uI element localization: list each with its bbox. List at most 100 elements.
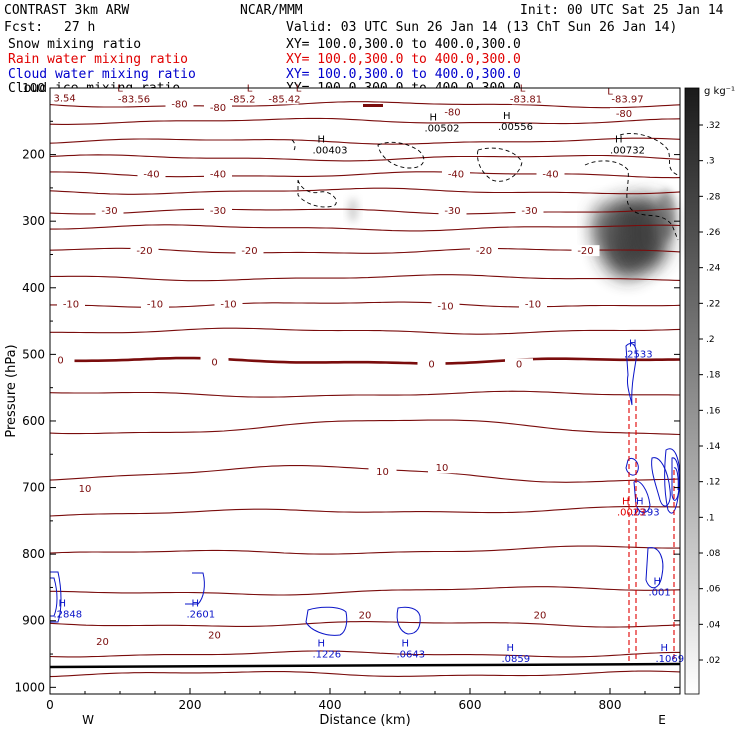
ice-max-h-marker: H bbox=[615, 134, 623, 145]
colorbar-tick-label: .28 bbox=[706, 192, 721, 202]
isotherm-label-bg bbox=[228, 93, 257, 105]
isotherm-line bbox=[50, 224, 681, 232]
isotherm-label-bg bbox=[88, 636, 117, 648]
colorbar-tick-label: .02 bbox=[706, 656, 720, 666]
colorbar-tick-label: .22 bbox=[706, 299, 720, 309]
isotherm-label: -30 bbox=[444, 206, 460, 217]
cloud-water-max-h-marker: H bbox=[402, 638, 410, 649]
isotherm-label: -30 bbox=[101, 206, 117, 217]
plot-area: -83.56 -85.2 -85.42 -83.81 -83.97 -80 -80 -80 -8… bbox=[46, 83, 685, 695]
isotherm-label-bg bbox=[200, 356, 229, 368]
y-axis-title: Pressure (hPa) bbox=[4, 344, 19, 437]
field-list: Snow mixing ratio XY= 100.0,300.0 to 400… bbox=[8, 37, 521, 96]
isotherm-label: -20 bbox=[241, 246, 257, 257]
isotherm-label-bg bbox=[428, 462, 456, 474]
isotherm-label: -83.56 bbox=[118, 94, 150, 105]
isotherm-label-bg bbox=[613, 93, 642, 105]
header-title: CONTRAST 3km ARW bbox=[4, 3, 129, 18]
field-name-snow: Snow mixing ratio bbox=[8, 37, 141, 52]
colorbar-tick-label: .2 bbox=[706, 335, 715, 345]
cloud-water-max-h-marker: H bbox=[661, 643, 669, 654]
isotherm-label: -30 bbox=[521, 206, 537, 217]
isotherm-label: 0 bbox=[428, 359, 434, 370]
isotherm-label: -10 bbox=[63, 299, 79, 310]
isotherm-line bbox=[49, 390, 681, 398]
isotherm-label: -30 bbox=[210, 206, 226, 217]
header-org: NCAR/MMM bbox=[240, 3, 303, 18]
isotherm-label: -80 bbox=[616, 109, 632, 120]
cw-contour bbox=[305, 606, 348, 636]
isotherm-label: -10 bbox=[147, 299, 163, 310]
isotherm-label-bg bbox=[137, 168, 166, 180]
isotherm-label: 20 bbox=[359, 610, 372, 621]
ice-contour bbox=[584, 160, 679, 241]
isotherm-label: -10 bbox=[437, 301, 453, 312]
rain-max-value: .0023 bbox=[617, 508, 646, 519]
isotherm-label: -10 bbox=[220, 299, 236, 310]
cloud-water-max-value: .0643 bbox=[397, 649, 426, 660]
isotherm-label: -40 bbox=[210, 170, 226, 181]
colorbar-tick-label: .26 bbox=[706, 228, 721, 238]
isotherm-label-bg bbox=[417, 358, 446, 370]
y-tick-label: 900 bbox=[22, 614, 45, 628]
isotherm-line bbox=[49, 208, 681, 215]
y-tick-label: 300 bbox=[22, 214, 45, 228]
temperature-contour-labels: -83.56 -85.2 -85.42 -83.81 -83.97 -80 -80 -80 -8… bbox=[46, 83, 644, 648]
cw-contour bbox=[664, 448, 681, 514]
surface-line bbox=[49, 662, 681, 669]
cloud-ice-contours bbox=[291, 133, 679, 241]
isotherm-label-bg bbox=[214, 298, 243, 310]
snow-shading bbox=[348, 190, 676, 278]
isotherm-label-bg bbox=[235, 245, 264, 257]
ice-contour bbox=[377, 141, 425, 169]
x-tick-label: 600 bbox=[459, 698, 482, 712]
isotherm-line bbox=[49, 545, 680, 555]
colorbar-tick-label: .1 bbox=[706, 513, 715, 523]
x-tick-label: 400 bbox=[319, 698, 342, 712]
isotherm-label: -20 bbox=[577, 246, 593, 257]
isotherm-label: 0 bbox=[516, 359, 522, 370]
isotherm-label-bg bbox=[571, 245, 600, 257]
cloud-water-max-h-marker: H bbox=[318, 638, 326, 649]
isotherm-label: -85.2 bbox=[230, 94, 256, 105]
west-endpoint: W bbox=[82, 713, 94, 727]
x-tick-label: 200 bbox=[179, 698, 202, 712]
isotherm-label-bg bbox=[536, 168, 565, 180]
cw-contour bbox=[673, 467, 679, 491]
isotherm-label: 20 bbox=[96, 637, 109, 648]
cw-contour bbox=[625, 343, 637, 406]
isotherm-line bbox=[49, 650, 680, 658]
isotherm-label: -80 bbox=[444, 108, 460, 119]
colorbar-tick-label: .12 bbox=[706, 478, 720, 488]
low-marker: L bbox=[247, 83, 253, 94]
isotherm-label: 0 bbox=[211, 357, 217, 368]
isotherm-label: 0 bbox=[57, 355, 63, 366]
ice-contour bbox=[619, 133, 679, 176]
cloud-water-max-value: .0293 bbox=[631, 508, 660, 519]
isotherm-label-bg bbox=[130, 245, 159, 257]
isotherm-label: 20 bbox=[534, 610, 547, 621]
isotherm-label: -20 bbox=[136, 246, 152, 257]
cloud-water-max-h-marker: H bbox=[192, 598, 200, 609]
cw-contour bbox=[625, 457, 639, 476]
isotherm-line bbox=[49, 117, 681, 125]
colorbar-ticks: .32 .3 .28 .26 .24 .22 .2 .18 .16 .14 .12 .1 .08 .06.… bbox=[699, 121, 721, 666]
cloud-water-max-value: .001 bbox=[649, 587, 671, 598]
annotations: H.00403H.00502H.00556H.00732H.2848H.2601… bbox=[54, 111, 685, 665]
colorbar-tick-label: .18 bbox=[706, 371, 721, 381]
isotherm-label-bg bbox=[610, 107, 638, 119]
colorbar-unit: g kg⁻¹ bbox=[704, 86, 735, 97]
colorbar-tick-label: .06 bbox=[706, 585, 721, 595]
field-xy-snow: XY= 100.0,300.0 to 400.0,300.0 bbox=[286, 37, 521, 52]
isotherm-line bbox=[49, 506, 680, 517]
isotherm-label: -40 bbox=[143, 170, 159, 181]
colorbar: g kg⁻¹ .32 .3 .28 .26 .24 .22 .2 .18 .16 .14 .12 .1… bbox=[684, 86, 735, 695]
ice-max-value: .00502 bbox=[425, 123, 460, 134]
y-tick-label: 800 bbox=[22, 547, 45, 561]
cloud-water-max-h-marker: H bbox=[507, 643, 515, 654]
isotherm-label-bg bbox=[438, 205, 467, 217]
ice-contour bbox=[291, 139, 296, 153]
colorbar-tick-label: .24 bbox=[706, 264, 721, 274]
isotherm-label: 10 bbox=[436, 463, 449, 474]
y-tick-label: 1000 bbox=[14, 680, 45, 694]
